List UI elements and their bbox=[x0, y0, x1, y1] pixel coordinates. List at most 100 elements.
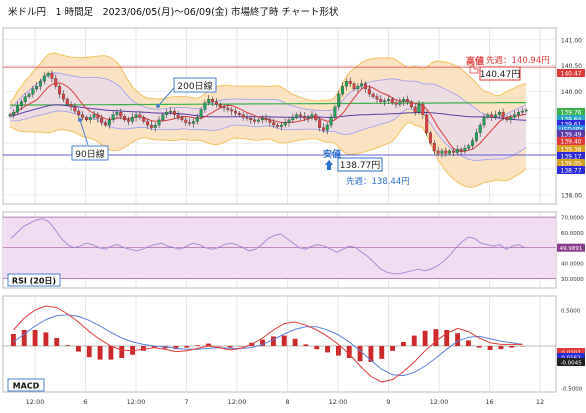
macd-line bbox=[13, 305, 523, 383]
macd-tick-label: -0.5000 bbox=[561, 387, 583, 393]
candle-body bbox=[478, 124, 482, 133]
ma200-label: 200日線 bbox=[177, 80, 212, 92]
macd-histogram-bar bbox=[314, 346, 320, 350]
price-badge bbox=[557, 125, 585, 133]
price-tick-label: 141.00 bbox=[561, 37, 582, 44]
page-title: 米ドル円 1 時間足 2023/06/05(月)～06/09(金) 市場終了時 … bbox=[8, 7, 339, 18]
macd-histogram-bar bbox=[390, 346, 396, 351]
high-value: 140.47円 bbox=[480, 69, 521, 80]
macd-histogram-bar bbox=[292, 338, 298, 346]
x-tick-label: 12 bbox=[536, 398, 544, 406]
candle-body bbox=[291, 117, 295, 121]
candle-body bbox=[253, 119, 257, 122]
high-annotation: 高値 先週：140.94円 140.47円 bbox=[466, 55, 550, 81]
candle-body bbox=[249, 118, 253, 121]
candle-body bbox=[35, 86, 39, 90]
candle-body bbox=[65, 99, 69, 105]
candle-body bbox=[31, 88, 35, 95]
candle-body bbox=[283, 122, 287, 126]
macd-histogram-bar bbox=[260, 339, 266, 346]
candle-body bbox=[318, 119, 322, 128]
price-badge-label: 140.47 bbox=[561, 71, 582, 78]
candle-body bbox=[436, 150, 440, 154]
candle-body bbox=[157, 119, 161, 126]
candle-body bbox=[459, 149, 463, 152]
rsi-current-badge bbox=[557, 243, 585, 252]
candle-body bbox=[245, 117, 249, 119]
candle-body bbox=[516, 111, 520, 115]
x-tick-label: 6 bbox=[83, 398, 87, 406]
macd-histogram-bar bbox=[422, 330, 428, 346]
macd-histogram-bar bbox=[108, 346, 114, 360]
candle-body bbox=[191, 121, 195, 124]
high-label: 高値 bbox=[466, 55, 484, 67]
candle-body bbox=[222, 106, 226, 109]
macd-histogram-bar bbox=[476, 346, 482, 348]
candle-body bbox=[23, 96, 27, 102]
candle-body bbox=[398, 101, 402, 105]
candle-body bbox=[134, 114, 138, 118]
candle-body bbox=[279, 124, 283, 127]
ma90-line bbox=[9, 104, 527, 121]
macd-title: MACD bbox=[13, 382, 40, 391]
candle-body bbox=[471, 140, 475, 146]
candle-body bbox=[379, 99, 383, 102]
macd-histogram-bar bbox=[335, 346, 341, 356]
rsi-line bbox=[10, 218, 526, 275]
candle-body bbox=[39, 80, 42, 87]
macd-histogram-bar bbox=[400, 342, 406, 346]
ma90-annotation: 90日線 bbox=[71, 118, 109, 161]
candle-body bbox=[268, 119, 272, 123]
candle-body bbox=[467, 145, 471, 149]
candle-body bbox=[165, 111, 169, 115]
rsi-current-label: 49.9891 bbox=[560, 246, 583, 252]
x-tick-label: 16 bbox=[485, 398, 493, 406]
candle-body bbox=[383, 100, 387, 102]
candle-body bbox=[214, 101, 218, 105]
candle-body bbox=[448, 150, 452, 154]
macd-tick-label: -0.0045 bbox=[560, 361, 582, 367]
candle-body bbox=[211, 99, 215, 102]
candle-body bbox=[329, 117, 333, 126]
candle-body bbox=[299, 114, 302, 117]
candle-body bbox=[421, 104, 425, 115]
candle-body bbox=[234, 110, 237, 114]
high-prev-week: 先週：140.94円 bbox=[486, 55, 550, 66]
macd-histogram-bar bbox=[43, 332, 49, 346]
candle-body bbox=[463, 148, 467, 152]
candle-body bbox=[46, 73, 50, 77]
candle-body bbox=[425, 114, 429, 133]
macd-histogram-bar bbox=[32, 330, 38, 346]
candle-body bbox=[237, 113, 241, 115]
x-tick-label: 12:00 bbox=[329, 398, 348, 406]
candle-body bbox=[325, 124, 329, 131]
candle-body bbox=[321, 127, 325, 131]
macd-histogram-bar bbox=[281, 335, 287, 346]
x-tick-label: 12:00 bbox=[127, 398, 146, 406]
candle-body bbox=[306, 117, 310, 119]
candle-body bbox=[276, 124, 280, 127]
macd-histogram-bar bbox=[368, 346, 374, 362]
candle-body bbox=[142, 117, 146, 122]
macd-histogram-bar bbox=[119, 346, 125, 358]
ma90-label: 90日線 bbox=[75, 148, 104, 160]
bollinger-lower-2sigma bbox=[9, 122, 527, 188]
macd-histogram-bar bbox=[509, 346, 515, 348]
candle-body bbox=[12, 111, 16, 115]
candle-body bbox=[348, 80, 352, 84]
up-arrow-icon bbox=[325, 160, 333, 170]
bollinger-lower-1sigma bbox=[9, 108, 527, 161]
candle-body bbox=[115, 111, 119, 115]
candle-body bbox=[360, 83, 364, 87]
price-badge-label: 139.40 bbox=[561, 139, 582, 146]
macd-histogram-bar bbox=[465, 340, 471, 346]
low-annotation: 安値 138.77円 先週：138.44円 bbox=[323, 148, 410, 187]
rsi-chart bbox=[3, 216, 556, 279]
macd-histogram-bar bbox=[325, 346, 331, 353]
candle-body bbox=[417, 104, 421, 113]
candle-body bbox=[27, 93, 31, 97]
candle-body bbox=[149, 124, 153, 128]
candle-body bbox=[104, 122, 107, 126]
price-tick-label: 138.00 bbox=[561, 192, 582, 199]
candle-body bbox=[153, 124, 157, 128]
